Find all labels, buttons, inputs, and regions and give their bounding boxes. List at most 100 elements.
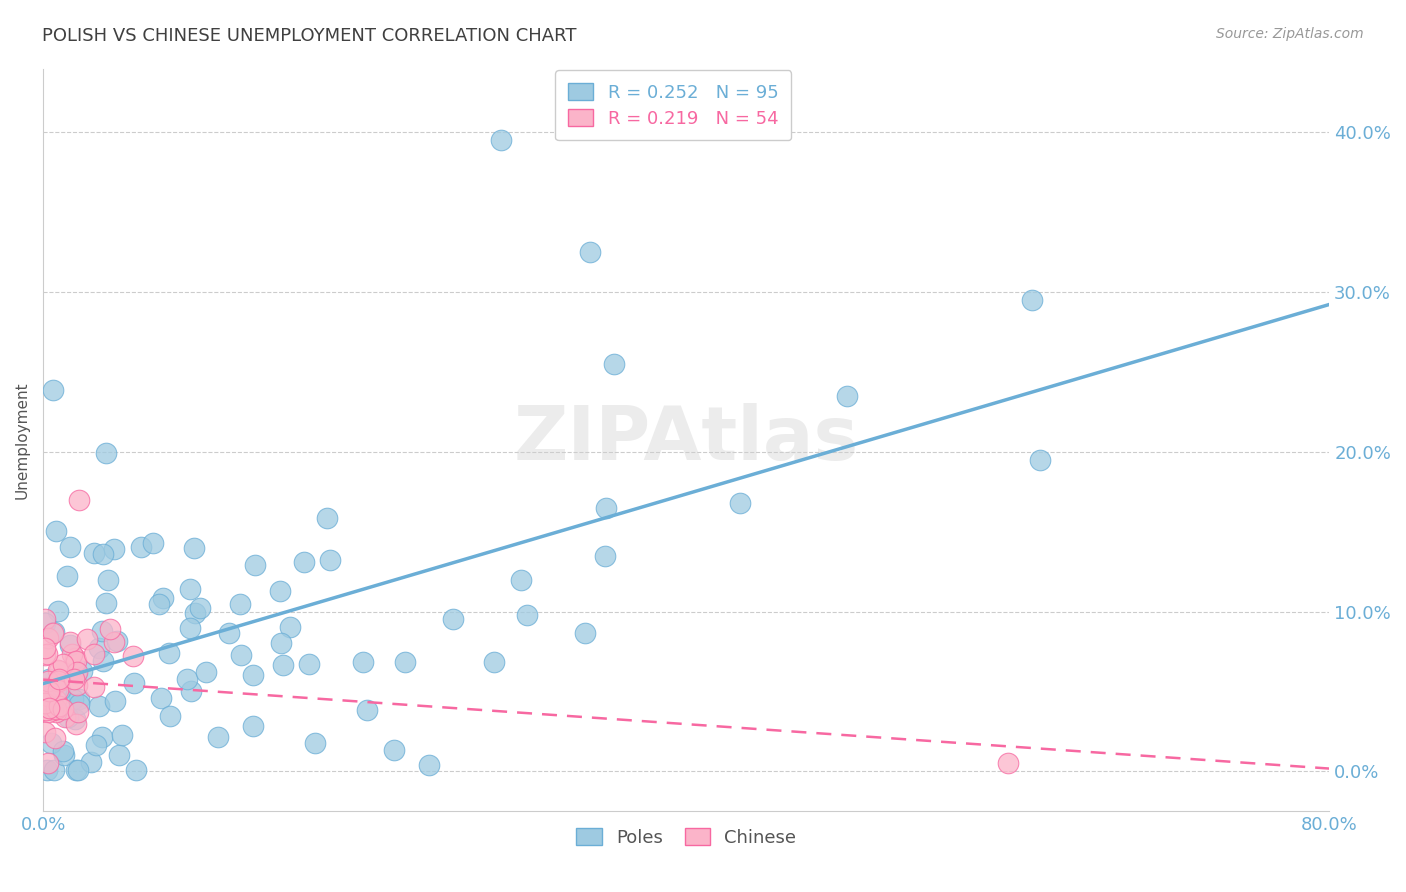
Point [56,709,79,723]
Point [83,546,105,560]
Point [593,549,616,564]
Point [34,696,56,710]
Point [34,681,56,695]
Point [41,698,63,712]
Point [46,663,69,677]
Point [37,631,59,645]
Point [34,725,56,739]
Point [66,706,89,720]
Point [67,492,90,507]
Point [53,710,76,724]
Point [76,632,98,646]
Point [39,685,62,699]
Point [65,666,87,681]
Point [129,541,152,555]
Point [516,607,538,622]
Point [382,743,405,757]
Point [280,620,302,634]
Point [150,690,173,705]
Point [38,696,60,710]
Point [45,683,67,698]
Point [304,736,326,750]
Point [34,691,56,706]
Point [34,612,56,626]
Point [394,655,416,669]
Point [122,649,145,664]
Point [34,703,56,717]
Point [603,357,626,371]
Point [65,654,87,668]
Point [59,639,82,653]
Point [242,668,264,682]
Point [997,756,1019,771]
Point [91,547,114,561]
Point [195,665,218,679]
Point [90,730,112,744]
Point [728,496,751,510]
Point [48,699,70,714]
Point [835,389,858,403]
Point [66,665,89,679]
Point [46,604,69,618]
Point [292,555,315,569]
Point [319,553,342,567]
Point [148,597,170,611]
Point [67,692,90,706]
Point [242,718,264,732]
Point [80,756,103,770]
Point [83,648,105,662]
Point [183,541,205,555]
Point [84,739,107,753]
Point [98,622,121,636]
Point [63,651,86,665]
Point [45,702,67,716]
Point [38,684,60,698]
Point [578,245,600,260]
Point [270,636,292,650]
Point [52,743,75,757]
Point [70,664,93,678]
Point [152,591,174,605]
Point [574,626,596,640]
Point [37,673,59,688]
Point [34,648,56,663]
Point [103,694,125,708]
Point [42,703,65,717]
Point [90,624,112,639]
Point [157,646,180,660]
Point [218,626,240,640]
Point [34,640,56,655]
Point [142,536,165,550]
Point [38,672,60,686]
Point [229,648,252,662]
Text: Source: ZipAtlas.com: Source: ZipAtlas.com [1216,27,1364,41]
Point [271,658,294,673]
Point [42,624,65,639]
Point [65,712,87,726]
Point [48,665,70,679]
Point [105,633,128,648]
Point [34,697,56,711]
Point [46,683,69,698]
Point [91,654,114,668]
Point [180,683,202,698]
Point [441,612,464,626]
Point [352,655,374,669]
Point [418,757,440,772]
Point [34,615,56,630]
Point [269,584,291,599]
Point [37,756,59,771]
Point [125,763,148,777]
Point [44,731,66,746]
Point [595,501,617,516]
Point [38,701,60,715]
Point [103,634,125,648]
Point [39,701,62,715]
Point [96,446,118,460]
Point [59,634,82,648]
Point [39,736,62,750]
Point [179,582,201,597]
Point [48,672,70,686]
Point [42,625,65,640]
Point [42,383,65,397]
